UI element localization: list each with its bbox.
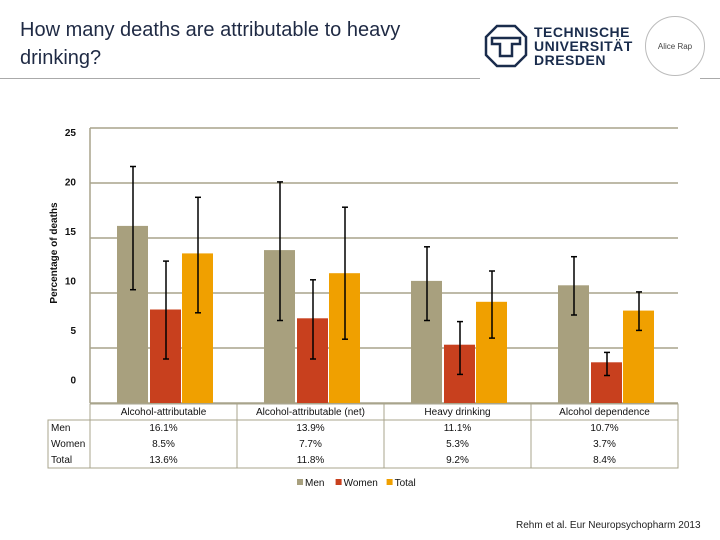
- data-label: 9.2%: [446, 455, 469, 466]
- y-tick-label: 0: [70, 376, 76, 387]
- alice-rap-logo: Alice Rap: [645, 16, 705, 76]
- legend-label: Total: [395, 478, 416, 489]
- page-title: How many deaths are attributable to heav…: [20, 19, 401, 69]
- data-label: 13.6%: [149, 455, 177, 466]
- data-label: 7.7%: [299, 439, 322, 450]
- divider: [700, 78, 720, 79]
- legend-swatch: [335, 479, 342, 485]
- y-tick-label: 10: [65, 277, 77, 288]
- row-label: Men: [51, 423, 70, 434]
- data-label: 13.9%: [296, 423, 324, 434]
- data-label: 16.1%: [149, 423, 177, 434]
- legend-label: Women: [344, 478, 378, 489]
- category-label: Heavy drinking: [424, 407, 490, 418]
- data-label: 11.8%: [297, 455, 325, 466]
- data-label: 8.5%: [152, 439, 175, 450]
- divider: [0, 78, 480, 79]
- category-label: Alcohol-attributable (net): [256, 407, 365, 418]
- legend-swatch: [386, 479, 393, 485]
- table-border: [47, 419, 679, 469]
- row-label: Total: [51, 455, 72, 466]
- y-tick-label: 15: [65, 227, 77, 238]
- category-label: Alcohol-attributable: [121, 407, 207, 418]
- data-label: 11.1%: [444, 423, 472, 434]
- legend-swatch: [297, 479, 303, 485]
- y-tick-label: 25: [65, 128, 77, 139]
- citation: Rehm et al. Eur Neuropsychopharm 2013: [516, 520, 701, 531]
- tu-dresden-logo: TECHNISCHE UNIVERSITÄT DRESDEN: [484, 24, 633, 68]
- category-label: Alcohol dependence: [559, 407, 650, 418]
- data-label: 5.3%: [446, 439, 469, 450]
- y-axis-label: Percentage of deaths: [49, 202, 60, 304]
- legend-label: Men: [305, 478, 324, 489]
- y-tick-label: 20: [65, 178, 77, 189]
- data-label: 10.7%: [590, 423, 618, 434]
- data-label: 3.7%: [593, 439, 616, 450]
- row-label: Women: [51, 439, 85, 450]
- data-label: 8.4%: [593, 455, 616, 466]
- y-tick-label: 5: [70, 326, 76, 337]
